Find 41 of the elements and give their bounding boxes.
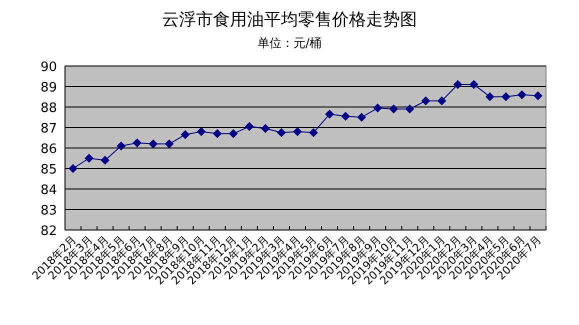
point: [276, 128, 286, 138]
point: [437, 96, 446, 106]
y-tick-label: 85: [40, 162, 57, 178]
point: [485, 92, 494, 102]
point: [325, 110, 334, 119]
chart-subtitle: 单位：元/桶: [257, 36, 322, 50]
point: [100, 156, 110, 165]
point: [180, 130, 190, 140]
point: [533, 91, 542, 100]
y-tick-label: 84: [40, 183, 57, 198]
y-tick-label: 88: [40, 101, 57, 116]
point: [164, 139, 174, 148]
point: [148, 139, 158, 148]
point: [389, 104, 398, 114]
point: [517, 90, 526, 100]
point: [469, 80, 478, 89]
point: [212, 129, 222, 138]
point: [228, 129, 238, 138]
point: [341, 112, 350, 121]
y-tick-label: 90: [40, 60, 57, 75]
point: [260, 124, 270, 134]
point: [84, 154, 94, 163]
point: [501, 92, 510, 102]
y-tick-label: 89: [40, 80, 57, 96]
point: [405, 104, 414, 114]
point: [453, 80, 462, 89]
chart-title: 云浮市食用油平均零售价格走势图: [162, 10, 417, 30]
y-tick-label: 87: [40, 122, 57, 136]
y-tick-label: 82: [40, 224, 57, 239]
point: [421, 96, 430, 106]
point: [132, 138, 142, 148]
point: [357, 112, 366, 122]
point: [292, 127, 302, 136]
point: [244, 122, 254, 131]
point: [373, 104, 382, 113]
point: [68, 164, 78, 173]
y-tick-label: 86: [40, 142, 57, 157]
point: [116, 141, 126, 150]
point: [309, 128, 318, 138]
point: [196, 127, 206, 136]
y-tick-label: 83: [40, 204, 57, 218]
